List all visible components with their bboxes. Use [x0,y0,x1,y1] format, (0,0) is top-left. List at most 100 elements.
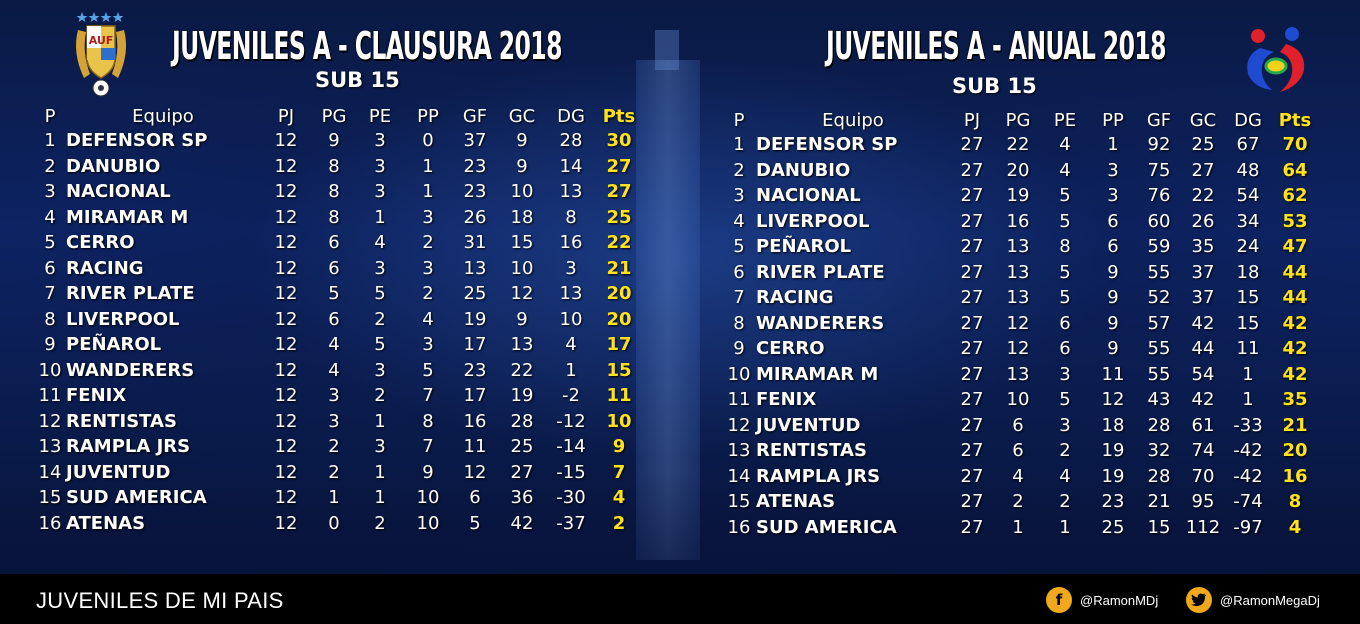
cell-gf: 19 [463,308,487,330]
cell-gf: 76 [1147,185,1171,207]
cell-dg: -74 [1233,491,1263,513]
cell-pj: 27 [960,389,984,411]
cell-pj: 27 [960,185,984,207]
cell-team: RAMPLA JRS [66,436,191,458]
cell-pos: 5 [44,232,56,254]
cell-pts: 7 [612,461,626,483]
cell-pp: 5 [422,359,434,381]
header-gf: GF [462,105,488,127]
cell-pts: 70 [1282,134,1308,156]
cell-gf: 60 [1147,210,1171,232]
cell-gc: 35 [1191,236,1215,258]
cell-pe: 1 [374,487,386,509]
cell-pos: 9 [44,334,56,356]
cell-team: NACIONAL [756,185,861,207]
facebook-handle: @RamonMDj [1080,592,1159,608]
cell-pg: 3 [328,385,340,407]
cell-pts: 25 [606,206,632,228]
cell-gc: 42 [1191,312,1215,334]
cell-pg: 19 [1006,185,1030,207]
cell-gc: 27 [510,461,534,483]
cell-gf: 17 [463,385,487,407]
cell-pe: 3 [374,130,386,152]
cell-pe: 3 [1059,363,1071,385]
cell-gc: 9 [516,155,528,177]
cell-team: WANDERERS [66,359,195,381]
cell-pe: 5 [1059,210,1071,232]
cell-pos: 11 [727,389,751,411]
cell-pp: 9 [1107,261,1119,283]
cell-gf: 23 [463,181,487,203]
cell-pg: 6 [328,232,340,254]
cell-pp: 4 [422,308,434,330]
cell-gf: 16 [463,410,487,432]
cell-pj: 27 [960,363,984,385]
twitter-link[interactable]: @RamonMegaDj [1186,587,1320,613]
cell-gf: 6 [469,487,481,509]
cell-pg: 6 [1012,414,1024,436]
table-row: 14 RAMPLA JRS 27 4 4 19 28 70 -42 16 [722,464,1320,490]
cell-pg: 4 [1012,465,1024,487]
cell-dg: 1 [1242,389,1254,411]
cell-pj: 27 [960,516,984,538]
cell-pj: 27 [960,261,984,283]
cell-pe: 3 [374,359,386,381]
cell-gc: 74 [1191,440,1215,462]
facebook-link[interactable]: f @RamonMDj [1046,587,1158,613]
cell-pg: 12 [1006,338,1030,360]
cell-gf: 52 [1147,287,1171,309]
cell-dg: 13 [559,283,583,305]
cell-pos: 9 [733,338,745,360]
cell-team: MIRAMAR M [756,363,879,385]
cell-pe: 3 [374,181,386,203]
cell-gf: 23 [463,359,487,381]
cell-pp: 19 [1101,465,1125,487]
cell-pj: 27 [960,414,984,436]
cell-team: ATENAS [66,512,146,534]
cell-pj: 27 [960,491,984,513]
cell-pos: 4 [44,206,56,228]
cell-gf: 59 [1147,236,1171,258]
cell-team: FENIX [756,389,817,411]
cell-gf: 12 [463,461,487,483]
cell-pos: 16 [38,512,62,534]
left-title: JUVENILES A - CLAUSURA 2018 [172,24,562,68]
header-row: P Equipo PJ PG PE PP GF GC DG Pts [34,104,642,128]
table-row: 5 CERRO 12 6 4 2 31 15 16 22 [34,230,642,256]
cell-gc: 9 [516,308,528,330]
table-row: 3 NACIONAL 27 19 5 3 76 22 54 62 [722,183,1320,209]
cell-dg: -30 [556,487,586,509]
left-standings-table: P Equipo PJ PG PE PP GF GC DG Pts 1 DEFENSOR SP 12 9… [34,104,642,536]
cell-gf: 11 [463,436,487,458]
cell-pg: 2 [328,461,340,483]
table-row: 2 DANUBIO 12 8 3 1 23 9 14 27 [34,154,642,180]
table-row: 15 SUD AMERICA 12 1 1 10 6 36 -30 4 [34,485,642,511]
cell-gf: 26 [463,206,487,228]
cell-pe: 1 [374,206,386,228]
cell-pts: 30 [606,130,632,152]
header-gf: GF [1146,109,1172,131]
cell-dg: 18 [1236,261,1260,283]
league-logo [1247,27,1305,92]
cell-pe: 6 [1059,312,1071,334]
table-row: 10 MIRAMAR M 27 13 3 11 55 54 1 42 [722,362,1320,388]
cell-pe: 2 [1059,440,1071,462]
cell-pp: 0 [422,130,434,152]
cell-team: LIVERPOOL [66,308,180,330]
cell-pj: 27 [960,134,984,156]
cell-pos: 13 [727,440,751,462]
cell-pts: 15 [606,359,632,381]
cell-pg: 13 [1006,363,1030,385]
cell-dg: 1 [1242,363,1254,385]
table-row: 8 LIVERPOOL 12 6 2 4 19 9 10 20 [34,307,642,333]
cell-pe: 5 [1059,287,1071,309]
cell-pp: 9 [422,461,434,483]
cell-dg: 54 [1236,185,1260,207]
cell-pe: 5 [1059,389,1071,411]
table-row: 12 RENTISTAS 12 3 1 8 16 28 -12 10 [34,409,642,435]
cell-pg: 9 [328,130,340,152]
cell-pts: 53 [1282,210,1308,232]
cell-pg: 6 [1012,440,1024,462]
cell-pts: 11 [606,385,632,407]
cell-pp: 2 [422,283,434,305]
